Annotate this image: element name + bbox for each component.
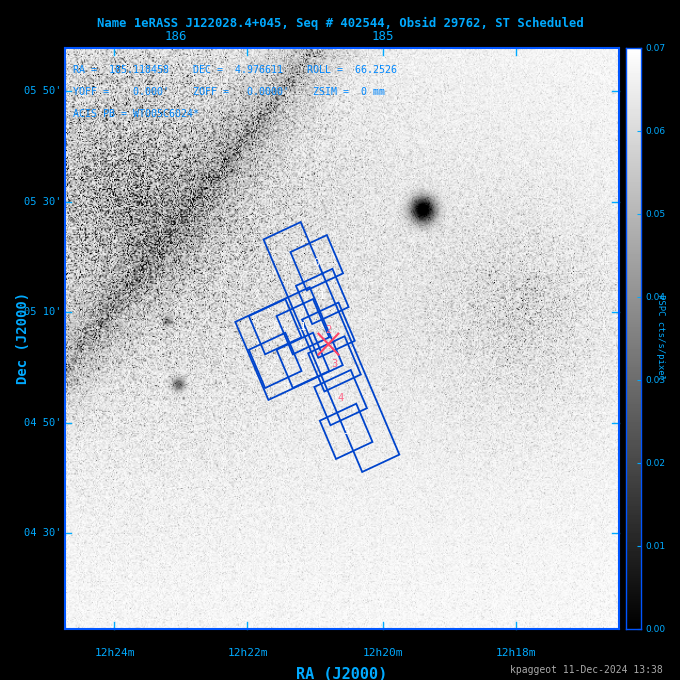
Text: 05 10': 05 10' (24, 307, 62, 317)
Text: 3: 3 (331, 359, 338, 369)
Text: 05 50': 05 50' (24, 86, 62, 96)
Text: Name 1eRASS J122028.4+045, Seq # 402544, Obsid 29762, ST Scheduled: Name 1eRASS J122028.4+045, Seq # 402544,… (97, 17, 583, 30)
Text: 185: 185 (372, 30, 394, 43)
Text: 2: 2 (272, 356, 278, 365)
Text: 04 30': 04 30' (24, 528, 62, 538)
Text: RA =  185.118458    DEC =  4.976611    ROLL =  66.2526: RA = 185.118458 DEC = 4.976611 ROLL = 66… (73, 65, 397, 75)
Text: 12h18m: 12h18m (496, 647, 537, 658)
Text: 04 50': 04 50' (24, 418, 62, 428)
Text: 05 30': 05 30' (24, 197, 62, 207)
Text: kpaggeot 11-Dec-2024 13:38: kpaggeot 11-Dec-2024 13:38 (510, 664, 663, 675)
Text: 0: 0 (272, 322, 278, 332)
Text: 1: 1 (300, 322, 306, 332)
Text: 1: 1 (319, 292, 326, 301)
Text: 5: 5 (343, 426, 350, 437)
Text: 4: 4 (337, 392, 343, 403)
Text: ACIS PB = WT005C6024*: ACIS PB = WT005C6024* (73, 109, 199, 119)
Text: PSPC cts/s/pixel: PSPC cts/s/pixel (656, 294, 666, 379)
Text: 0: 0 (313, 258, 320, 268)
Text: RA (J2000): RA (J2000) (296, 667, 388, 680)
Text: 12h20m: 12h20m (363, 647, 403, 658)
Text: Dec (J2000): Dec (J2000) (16, 292, 30, 384)
Text: 2: 2 (325, 325, 332, 335)
Text: YOFF =    0.000'    ZOFF =   0.0000'    ZSIM =  0 mm: YOFF = 0.000' ZOFF = 0.0000' ZSIM = 0 mm (73, 87, 385, 97)
Text: 3: 3 (300, 356, 306, 365)
Text: 12h22m: 12h22m (227, 647, 268, 658)
Text: 12h24m: 12h24m (95, 647, 135, 658)
Text: 186: 186 (164, 30, 187, 43)
